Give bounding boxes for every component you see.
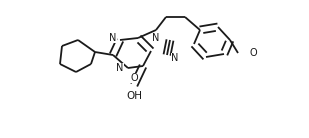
Text: OH: OH [126,91,142,101]
Text: N: N [171,53,179,63]
Text: O: O [249,48,257,58]
Text: N: N [109,33,117,43]
Text: N: N [116,63,124,73]
Text: O: O [130,73,138,83]
Text: N: N [152,33,160,43]
